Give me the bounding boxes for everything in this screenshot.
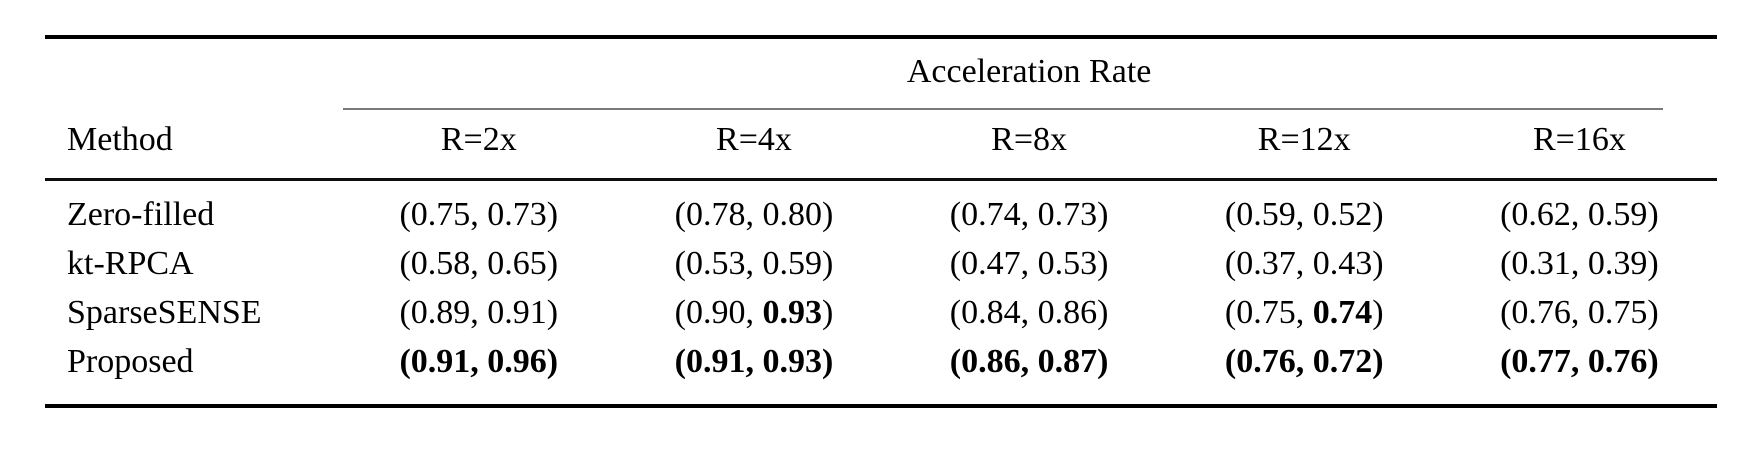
spanner-cell: Acceleration Rate (341, 37, 1717, 110)
value-cell: (0.47, 0.53) (949, 245, 1109, 282)
table-row: SparseSENSE (0.89, 0.91) (0.90, 0.93) (0.84… (45, 284, 1717, 333)
cmidrule (343, 108, 1663, 110)
column-header-r4x: R=4x (616, 110, 892, 181)
column-header-row: Method R=2x R=4x R=8x R=12x R=16x (45, 110, 1717, 181)
method-cell: Zero-filled (67, 196, 215, 233)
value-cell: (0.75, 0.73) (399, 196, 559, 233)
method-cell: kt-RPCA (67, 245, 194, 282)
value-cell: (0.53, 0.59) (674, 245, 834, 282)
value-cell: (0.84, 0.86) (949, 294, 1109, 331)
table-body: Zero-filled (0.75, 0.73) (0.78, 0.80) (0.74… (45, 180, 1717, 407)
value-cell: (0.91, 0.93) (674, 343, 834, 380)
paper-page: Acceleration Rate Method R=2x R=4x R=8x … (0, 35, 1762, 453)
method-cell: SparseSENSE (67, 294, 262, 331)
value-cell: (0.75, 0.74) (1224, 294, 1384, 331)
spanner-row: Acceleration Rate (45, 37, 1717, 110)
value-cell: (0.86, 0.87) (949, 343, 1109, 380)
table-row: Proposed (0.91, 0.96) (0.91, 0.93) (0.86, 0… (45, 333, 1717, 406)
value-cell: (0.37, 0.43) (1224, 245, 1384, 282)
method-cell: Proposed (67, 343, 194, 380)
value-cell: (0.77, 0.76) (1500, 343, 1659, 380)
column-header-r12x: R=12x (1166, 110, 1442, 181)
value-cell: (0.89, 0.91) (399, 294, 559, 331)
value-cell: (0.76, 0.75) (1500, 294, 1659, 331)
column-header-r16x: R=16x (1441, 110, 1717, 181)
value-cell: (0.58, 0.65) (399, 245, 559, 282)
table-row: Zero-filled (0.75, 0.73) (0.78, 0.80) (0.74… (45, 180, 1717, 236)
spanner-empty-cell (45, 37, 341, 110)
column-header-r2x: R=2x (341, 110, 617, 181)
table-row: kt-RPCA (0.58, 0.65) (0.53, 0.59) (0.47, 0.… (45, 235, 1717, 284)
column-header-r8x: R=8x (891, 110, 1167, 181)
value-cell: (0.59, 0.52) (1224, 196, 1384, 233)
value-cell: (0.74, 0.73) (949, 196, 1109, 233)
results-table: Acceleration Rate Method R=2x R=4x R=8x … (45, 35, 1717, 408)
value-cell: (0.78, 0.80) (674, 196, 834, 233)
value-cell: (0.62, 0.59) (1500, 196, 1659, 233)
spanner-label: Acceleration Rate (906, 53, 1152, 90)
value-cell: (0.76, 0.72) (1224, 343, 1384, 380)
value-cell: (0.91, 0.96) (399, 343, 559, 380)
value-cell: (0.90, 0.93) (674, 294, 834, 331)
column-header-method: Method (45, 110, 342, 181)
value-cell: (0.31, 0.39) (1500, 245, 1659, 282)
